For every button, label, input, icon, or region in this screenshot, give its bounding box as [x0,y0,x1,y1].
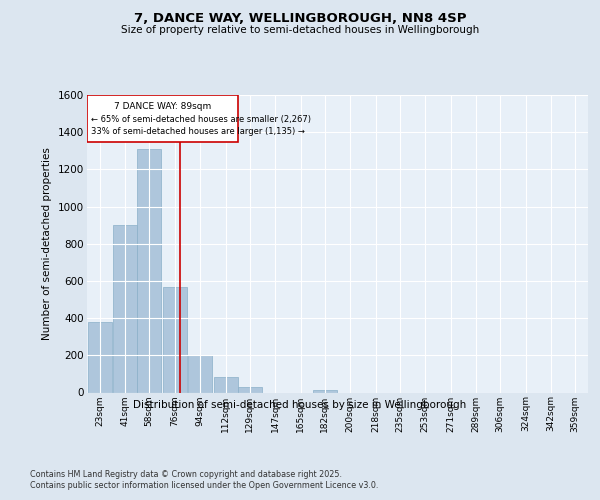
Bar [188,356,212,393]
Text: Contains HM Land Registry data © Crown copyright and database right 2025.: Contains HM Land Registry data © Crown c… [30,470,342,479]
Bar [313,390,337,392]
Bar [113,225,137,392]
Text: 7, DANCE WAY, WELLINGBOROUGH, NN8 4SP: 7, DANCE WAY, WELLINGBOROUGH, NN8 4SP [134,12,466,26]
FancyBboxPatch shape [87,95,238,142]
Text: ← 65% of semi-detached houses are smaller (2,267): ← 65% of semi-detached houses are smalle… [91,115,311,124]
Bar [163,286,187,393]
Bar [214,376,238,392]
Text: Size of property relative to semi-detached houses in Wellingborough: Size of property relative to semi-detach… [121,25,479,35]
Text: 33% of semi-detached houses are larger (1,135) →: 33% of semi-detached houses are larger (… [91,127,305,136]
Y-axis label: Number of semi-detached properties: Number of semi-detached properties [43,148,52,340]
Bar [137,149,161,392]
Bar [88,322,112,392]
Text: Distribution of semi-detached houses by size in Wellingborough: Distribution of semi-detached houses by … [133,400,467,410]
Bar [238,387,262,392]
Text: 7 DANCE WAY: 89sqm: 7 DANCE WAY: 89sqm [114,102,211,111]
Text: Contains public sector information licensed under the Open Government Licence v3: Contains public sector information licen… [30,481,379,490]
